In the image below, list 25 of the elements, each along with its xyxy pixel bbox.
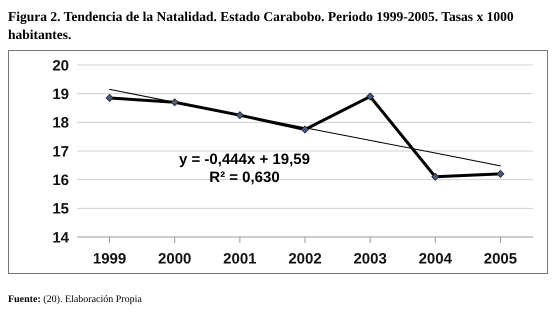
point bbox=[366, 92, 374, 100]
x-tick-label: 2000 bbox=[158, 250, 192, 268]
x-tick-label: 1999 bbox=[92, 250, 126, 268]
y-tick-label: 18 bbox=[52, 114, 69, 132]
x-tick-label: 2004 bbox=[418, 250, 453, 268]
x-tick-label: 2002 bbox=[288, 250, 322, 268]
y-tick-label: 15 bbox=[52, 200, 69, 218]
x-tick-label: 2003 bbox=[353, 250, 387, 268]
point bbox=[496, 170, 504, 178]
point bbox=[170, 98, 179, 106]
annotation: y = -0,444x + 19,59 bbox=[179, 151, 310, 169]
point bbox=[431, 172, 440, 181]
y-tick-label: 14 bbox=[52, 229, 70, 246]
point bbox=[106, 94, 114, 102]
annotation: R² = 0,630 bbox=[208, 169, 281, 187]
x-tick-label: 2001 bbox=[223, 250, 257, 268]
x-tick-label: 2005 bbox=[484, 250, 518, 268]
y-tick-label: 20 bbox=[52, 57, 69, 74]
y-tick-label: 16 bbox=[52, 172, 69, 189]
y-tick-label: 19 bbox=[52, 86, 69, 103]
source-note: Fuente: (20). Elaboración Propia bbox=[8, 294, 143, 305]
chart-title: Figura 2. Tendencia de la Natalidad. Estado Carabobo. Periodo 1999-2005. Tasas x 1000 habitantes. bbox=[8, 8, 515, 44]
point bbox=[236, 111, 244, 120]
point bbox=[301, 126, 309, 134]
y-tick-label: 17 bbox=[52, 143, 69, 160]
